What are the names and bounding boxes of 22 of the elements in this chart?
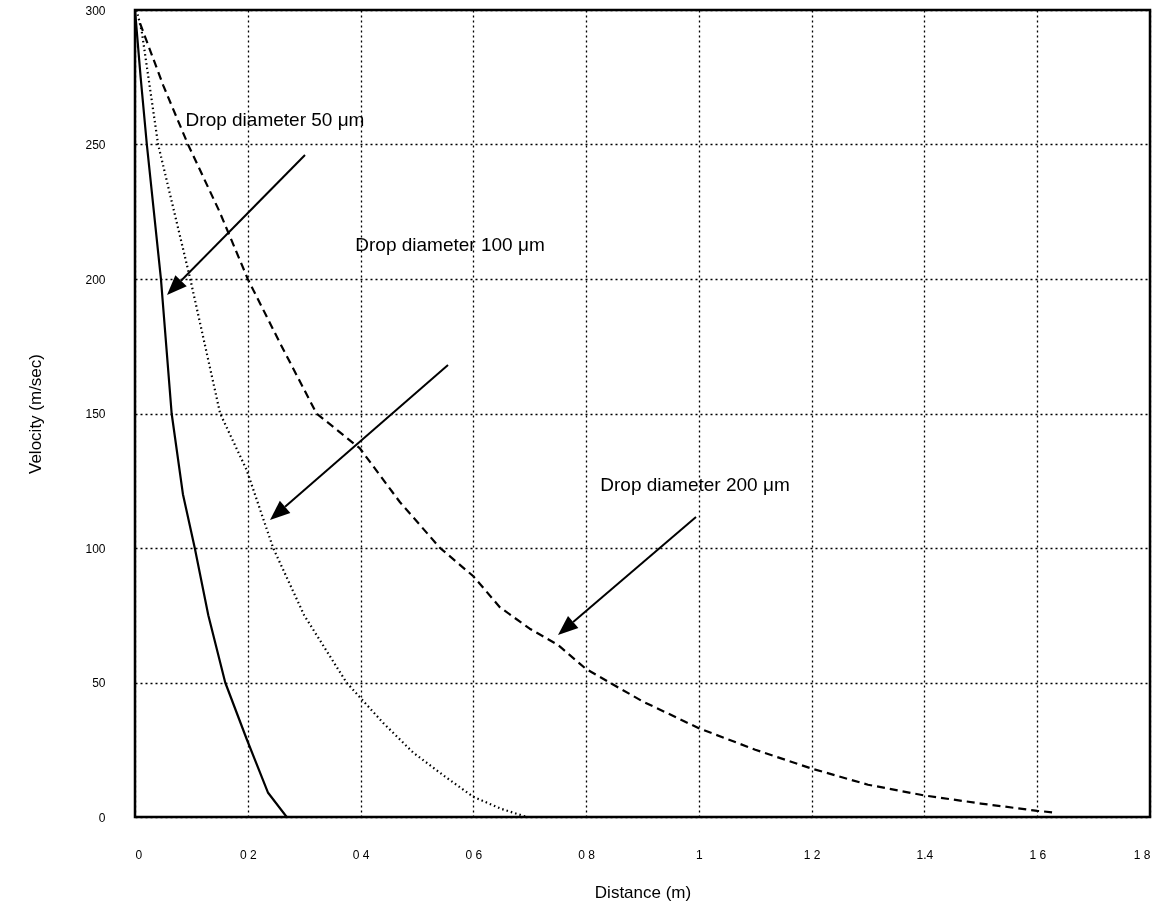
y-tick-label: 200	[85, 272, 106, 287]
x-tick-label: 1 2	[803, 847, 821, 862]
y-tick-label: 300	[85, 3, 106, 18]
x-tick-label: 0 6	[465, 847, 483, 862]
x-tick-label: 0 4	[352, 847, 370, 862]
y-tick-label: 150	[85, 407, 106, 421]
y-axis-title: Velocity (m/sec)	[26, 354, 46, 474]
x-tick-label: 0	[135, 847, 143, 862]
x-axis-title: Distance (m)	[594, 882, 692, 902]
x-tick-label: 1	[696, 847, 704, 862]
y-tick-label: 50	[92, 676, 106, 690]
x-tick-label: 0 2	[239, 847, 257, 862]
annotation: Drop diameter 50 μm	[185, 109, 365, 130]
annotation: Drop diameter 200 μm	[600, 474, 790, 495]
y-tick-label: 0	[98, 810, 106, 825]
y-tick-label: 100	[85, 541, 106, 556]
x-tick-label: 1.4	[916, 847, 934, 862]
x-tick-label: 1 6	[1029, 847, 1047, 862]
x-tick-label: 1 8	[1133, 847, 1151, 862]
x-tick-label: 0 8	[578, 847, 596, 862]
y-tick-label: 250	[85, 138, 106, 152]
annotation: Drop diameter 100 μm	[355, 234, 545, 255]
